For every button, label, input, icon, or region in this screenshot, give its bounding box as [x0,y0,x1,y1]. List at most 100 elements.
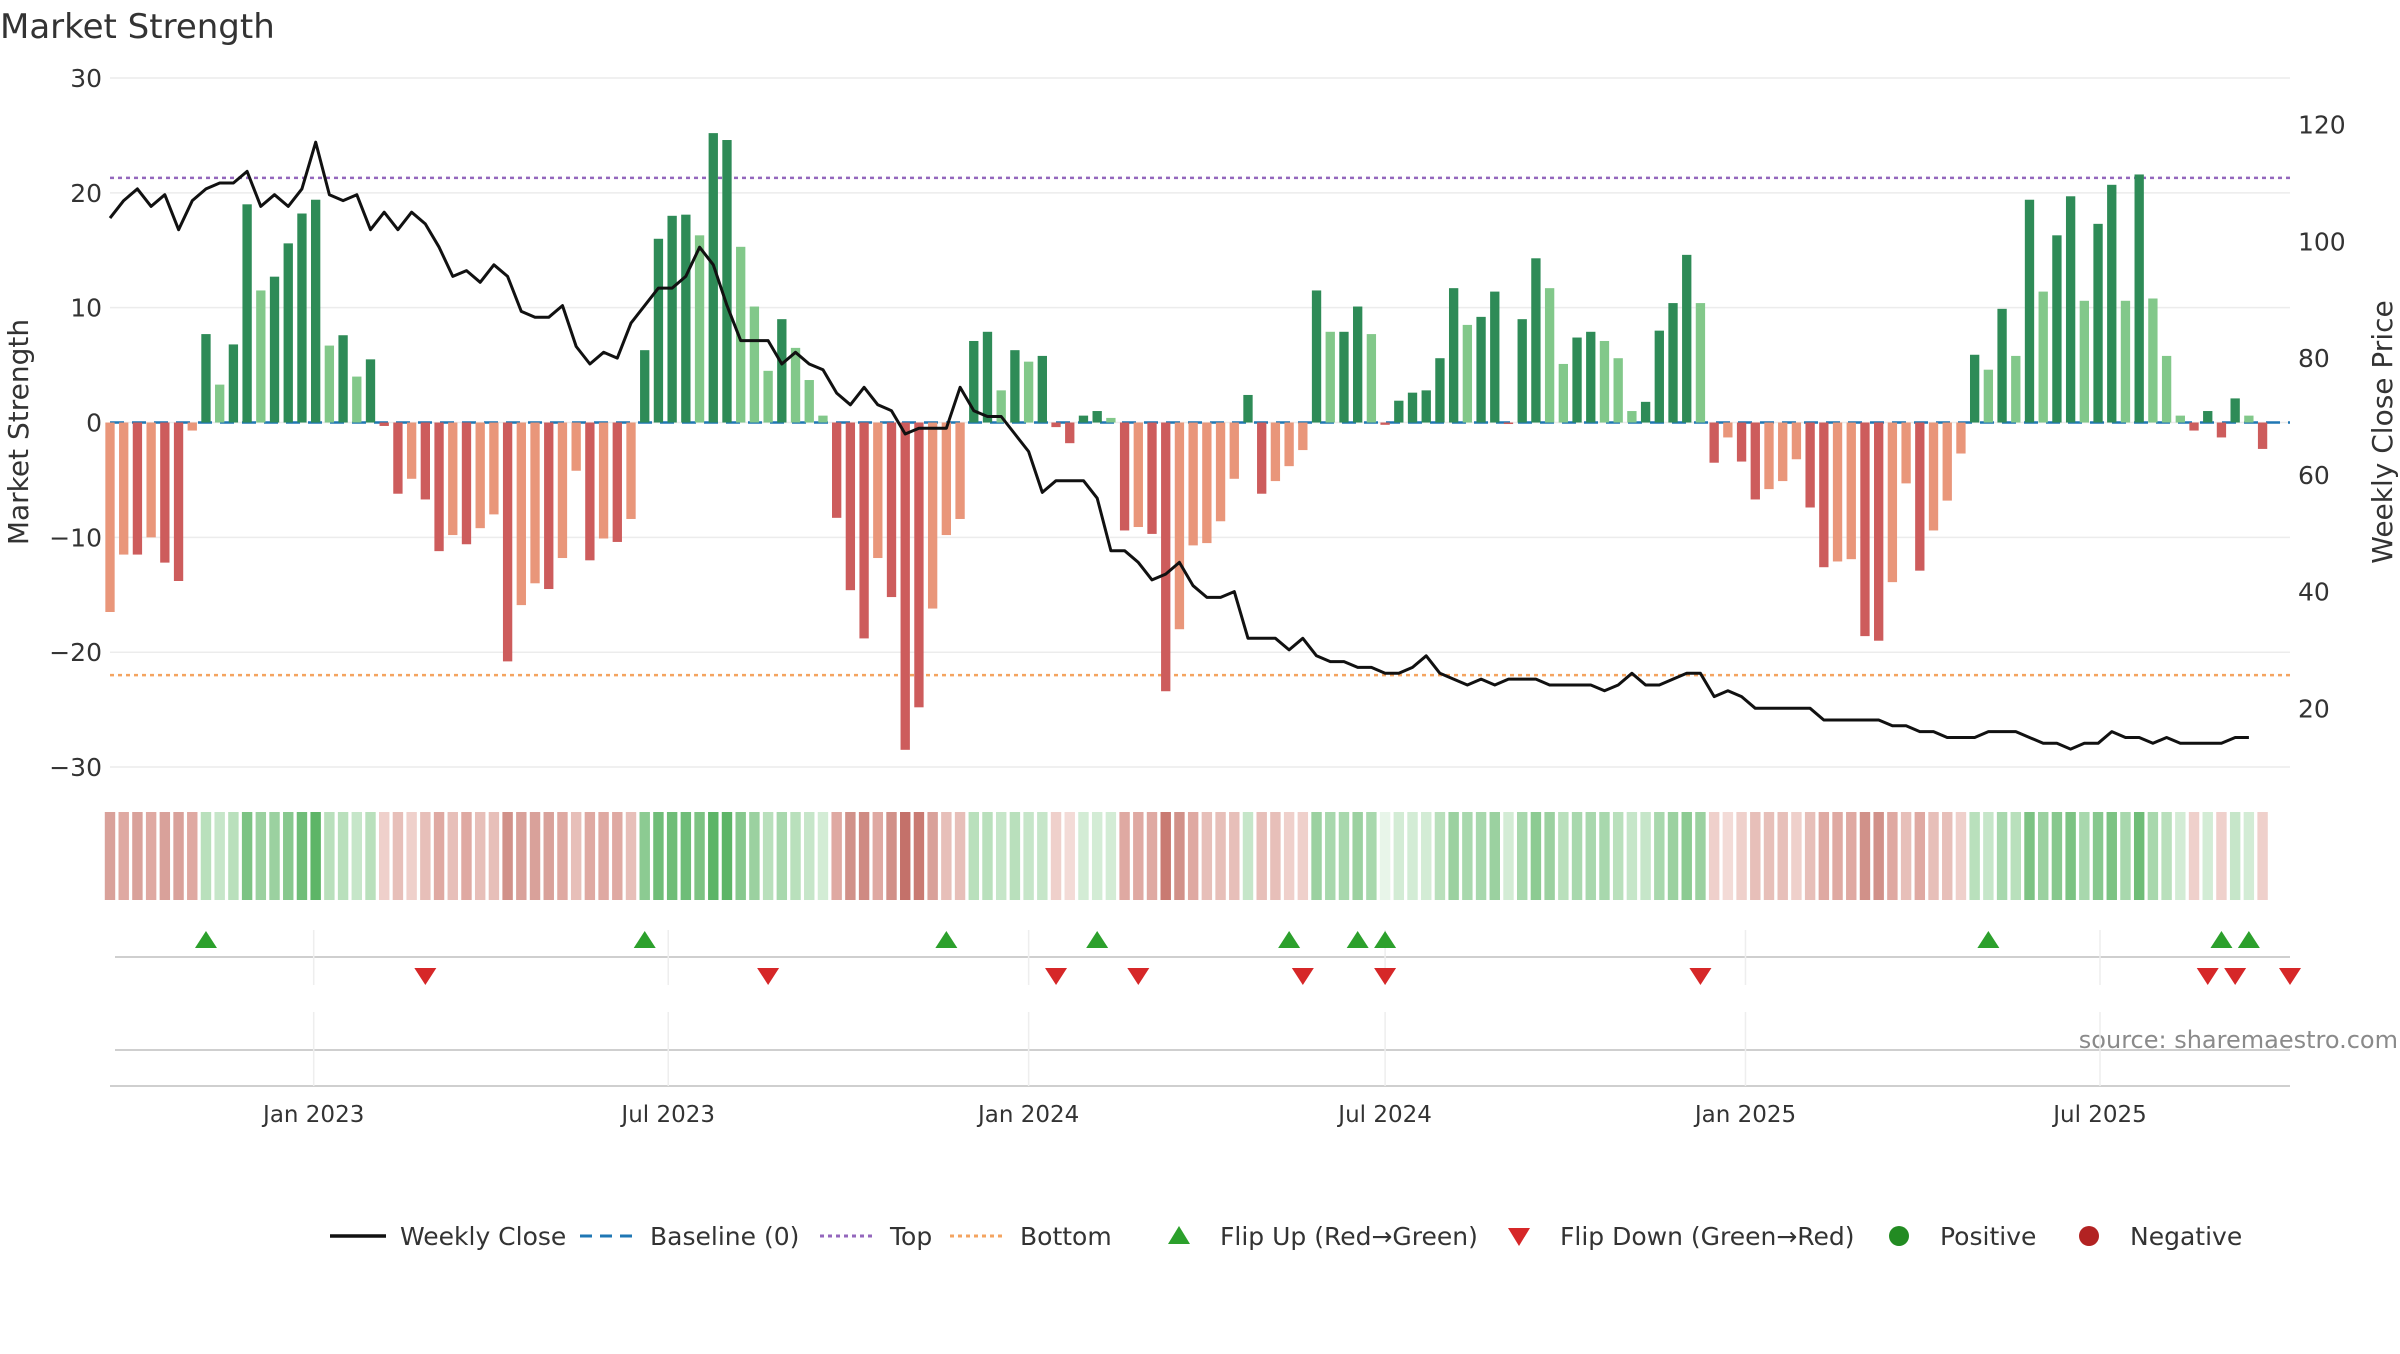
strength-bar [1832,422,1843,562]
state-cell [584,812,596,900]
state-cell [1421,812,1432,900]
state-cell [392,812,404,900]
state-cell [118,812,129,900]
strength-bar [1092,411,1102,423]
legend-label: Negative [2130,1222,2242,1251]
state-cell [1366,812,1377,900]
state-cell [666,812,678,900]
state-cell [1503,812,1514,900]
state-cell [1983,812,1994,900]
state-cell [1928,812,1939,900]
strength-bar [516,422,526,606]
strength-bar [338,335,348,423]
state-cell [1379,812,1391,900]
state-cell [872,812,884,900]
state-cell [2079,812,2090,900]
strength-bar [598,422,609,539]
state-cell [2188,812,2200,900]
flip-up-marker [2210,931,2233,948]
strength-bar [1051,422,1061,428]
strength-bar [1915,422,1925,571]
state-cell [1311,812,1322,900]
x-tick-label: Jul 2024 [1336,1102,1432,1128]
state-cell [200,812,212,900]
strength-bar [283,243,293,423]
y-tick-label: −20 [49,638,102,667]
strength-bar [2011,355,2021,423]
y-tick-label: −30 [49,753,102,782]
state-cell [2202,812,2213,900]
strength-bar [201,334,211,423]
state-cell [420,812,431,900]
strength-bar [502,422,513,662]
strength-bar [1928,422,1939,531]
state-cell [132,812,143,900]
strength-bar [1421,390,1431,423]
strength-bar [790,347,801,423]
state-cell [1448,812,1459,900]
strength-bar [1764,422,1774,490]
y-tick-label: 30 [70,64,102,93]
y2-tick-label: 80 [2298,344,2330,373]
legend-triangle-down-icon [1508,1228,1530,1246]
state-cell [1325,812,1336,900]
state-cell [516,812,527,900]
y-axis-label: Market Strength [2,319,35,545]
strength-bar [859,422,869,639]
strength-bar [2230,398,2240,423]
strength-bar [612,422,622,542]
state-cell [2051,812,2063,900]
strength-bar [105,422,115,612]
strength-bar [1723,422,1733,438]
state-cell [1969,812,1980,900]
state-cell [1352,812,1363,900]
strength-bar [1969,354,1980,423]
state-cell [2092,812,2104,900]
state-cell [365,812,376,900]
strength-bar [2216,422,2227,438]
strength-bar [1106,417,1116,423]
strength-bar [1654,330,1664,423]
state-cell [529,812,541,900]
state-cell [817,812,829,900]
strength-bar [544,422,554,590]
state-cell [351,812,363,900]
state-cell [1037,812,1048,900]
strength-bar [448,422,458,536]
state-cell [379,812,390,900]
state-cell [1187,812,1199,900]
strength-bar [2107,184,2117,423]
state-cell [680,812,692,900]
state-cell [1708,812,1720,900]
strength-bar [2148,298,2158,423]
state-cell [406,812,417,900]
strength-bar [1311,290,1322,423]
state-cell [557,812,568,900]
state-cell [488,812,500,900]
strength-bar [1531,258,1541,423]
strength-bar [777,319,787,423]
state-cell [1873,812,1884,900]
state-cell [804,812,815,900]
strength-bar [832,422,842,518]
state-cell [1612,812,1624,900]
y2-tick-label: 120 [2298,111,2346,140]
state-cell [1064,812,1075,900]
strength-bar [1366,334,1377,423]
strength-bar [1682,254,1692,423]
strength-bar [2257,422,2268,449]
strength-bar [749,306,760,423]
strength-bar [1215,422,1226,522]
state-cell [1078,812,1089,900]
strength-bar [667,215,677,423]
strength-bar [1627,411,1637,423]
state-cell [845,812,856,900]
state-cell [255,812,267,900]
state-cell [570,812,582,900]
state-cell [1105,812,1117,900]
legend: Weekly Close Baseline (0) Top Bottom Flip Up… [330,1222,2242,1251]
strength-bar [1791,422,1802,460]
flip-up-marker [194,931,217,948]
strength-bar [804,380,814,423]
